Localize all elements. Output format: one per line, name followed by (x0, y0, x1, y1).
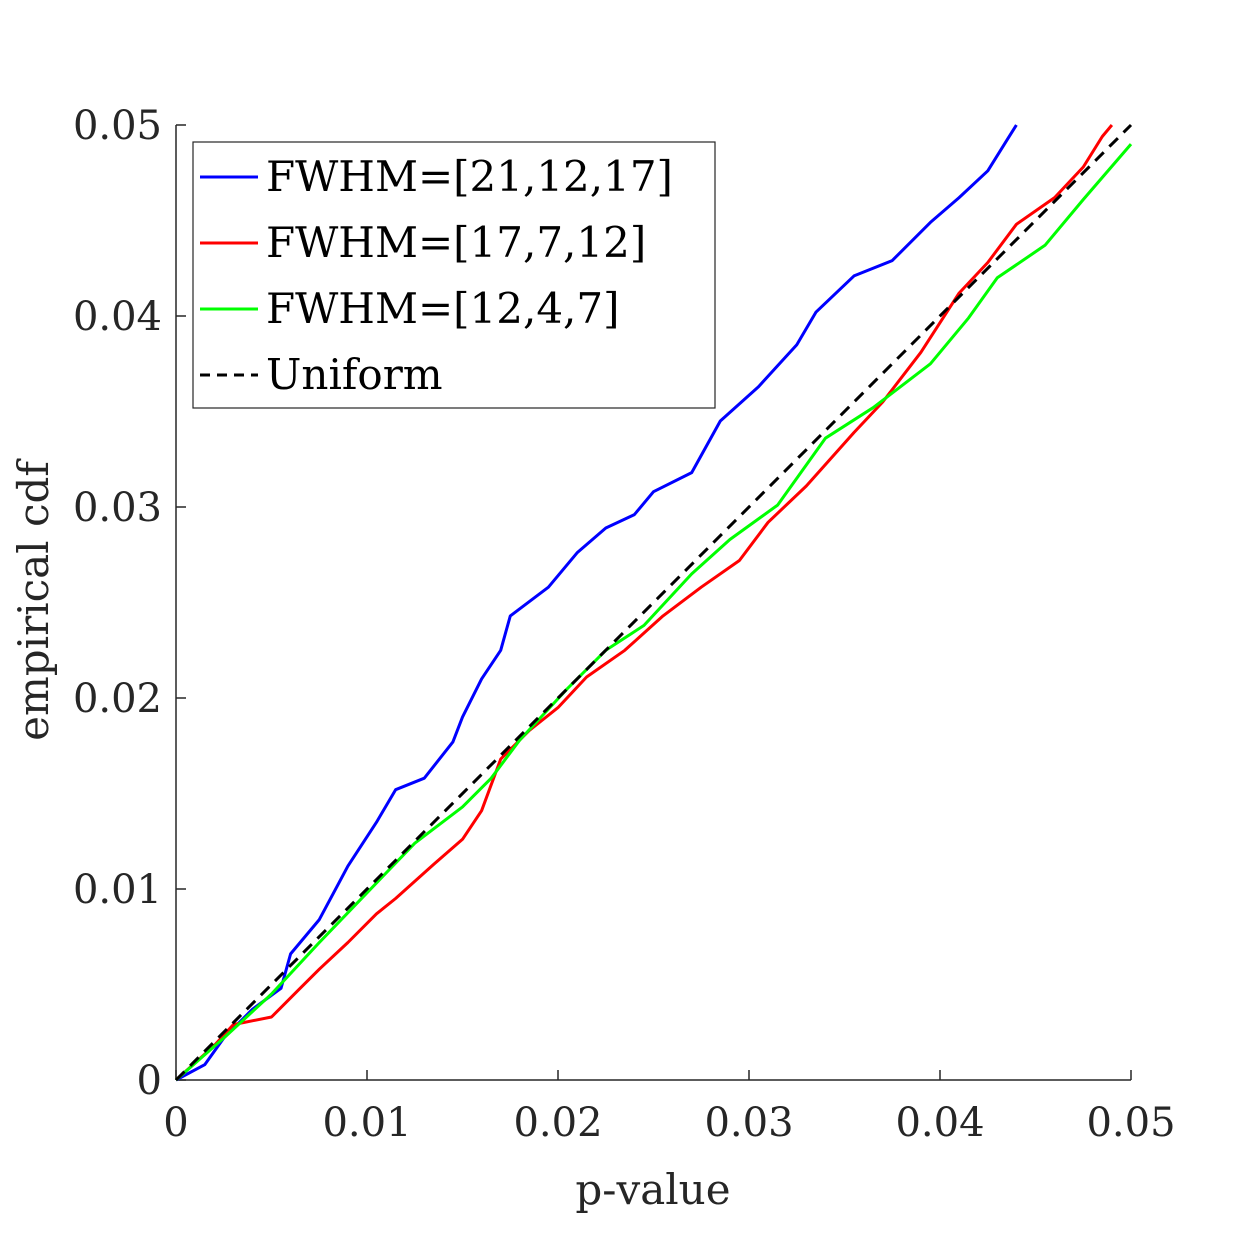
legend-label-2: FWHM=[12,4,7] (266, 284, 620, 333)
y-axis-label: empirical cdf (9, 458, 58, 741)
y-tick-label: 0.03 (73, 485, 162, 531)
y-tick-label: 0 (137, 1058, 162, 1104)
y-tick-label: 0.02 (73, 676, 162, 722)
x-tick-label: 0.03 (704, 1100, 793, 1146)
x-tick-label: 0.04 (895, 1100, 984, 1146)
series-line-0 (175, 124, 1018, 1082)
series-line-1 (174, 124, 1114, 1082)
y-tick-label: 0.01 (73, 867, 162, 913)
series-line-2 (175, 143, 1133, 1082)
axes: 0 0.01 0.02 0.03 0.04 0.05 0 0.01 0.02 0.03 0.04 0.… (73, 103, 1176, 1146)
legend-box (192, 141, 716, 409)
series-line-3 (174, 123, 1133, 1082)
x-tick-label: 0 (163, 1100, 188, 1146)
legend: FWHM=[21,12,17] FWHM=[17,7,12] FWHM=[12,4,… (192, 141, 716, 409)
x-tick-label: 0.02 (513, 1100, 602, 1146)
legend-label-0: FWHM=[21,12,17] (266, 152, 673, 201)
x-tick-label: 0.05 (1086, 1100, 1175, 1146)
y-tick-label: 0.05 (73, 103, 162, 149)
y-tick-label: 0.04 (73, 294, 162, 340)
legend-label-1: FWHM=[17,7,12] (266, 218, 646, 267)
x-tick-label: 0.01 (322, 1100, 411, 1146)
x-axis-label: p-value (575, 1165, 730, 1214)
legend-label-3: Uniform (266, 350, 443, 399)
plot-series (174, 123, 1133, 1082)
